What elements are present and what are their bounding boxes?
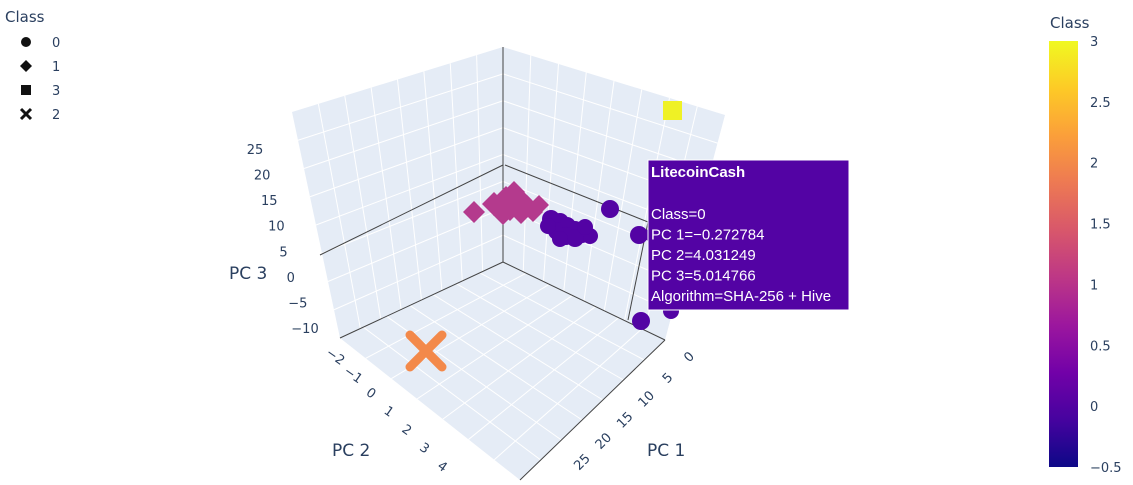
hover-tooltip: LitecoinCash Class=0 PC 1=−0.272784 PC 2=4…	[640, 159, 850, 311]
y-tick-label: −2	[323, 345, 347, 368]
legend-title: Class	[5, 8, 45, 26]
colorbar-tick-label: 0.5	[1090, 339, 1111, 354]
x-tick-label: 10	[636, 388, 658, 410]
legend-item-2[interactable]: 2	[19, 107, 60, 123]
colorbar-tick-label: 2.5	[1090, 96, 1111, 111]
hover-pointer	[640, 229, 648, 241]
y-tick-label: 1	[381, 404, 396, 421]
data-markers[interactable]	[405, 101, 682, 372]
hover-line: PC 3=5.014766	[651, 268, 756, 285]
y-axis-title: PC 2	[332, 441, 370, 461]
floor	[340, 262, 665, 480]
legend-x-icon	[19, 107, 33, 121]
legend-label: 1	[52, 60, 60, 75]
legend-item-3[interactable]: 3	[21, 84, 60, 99]
legend-label: 3	[52, 84, 60, 99]
axis-line-7	[519, 339, 666, 481]
legend-item-1[interactable]: 1	[20, 60, 60, 75]
z-tick-label: 10	[268, 220, 285, 235]
axis-line-4	[319, 164, 504, 256]
colorbar: Class 3 2.5 2 1.5 1 0.5 0 −0.5	[1049, 14, 1122, 476]
z-tick-label: 5	[279, 245, 287, 260]
z-tick-label: −5	[288, 296, 307, 311]
z-tick-label: 0	[287, 271, 295, 286]
marker-class-1[interactable]	[529, 195, 549, 215]
marker-class-1[interactable]	[493, 205, 513, 225]
axis-line-5	[504, 164, 649, 223]
marker-class-0[interactable]	[601, 200, 619, 218]
colorbar-tick-label: 1	[1090, 278, 1098, 293]
legend-circle-icon	[21, 37, 31, 47]
colorbar-tick-label: 1.5	[1090, 218, 1111, 233]
colorbar-title: Class	[1050, 14, 1090, 32]
x-tick-label: 25	[571, 451, 593, 473]
hover-line: Algorithm=SHA-256 + Hive	[651, 288, 831, 305]
marker-class-0[interactable]	[632, 312, 650, 330]
z-tick-label: 20	[254, 169, 271, 184]
z-axis-title: PC 3	[229, 264, 267, 284]
hover-line: PC 2=4.031249	[651, 247, 756, 264]
hover-box	[647, 159, 850, 311]
z-tick-label: 15	[261, 194, 278, 209]
marker-class-1[interactable]	[463, 201, 485, 223]
y-tick-label: 0	[363, 385, 378, 402]
x-tick-label: 5	[660, 370, 676, 386]
axis-line-2	[339, 261, 504, 339]
z-axis-ticks: −10 −5 05 10 15 20 25	[247, 143, 319, 337]
marker-class-0[interactable]	[577, 219, 593, 235]
x-tick-label: 20	[593, 430, 615, 452]
marker-class-0[interactable]	[566, 229, 584, 247]
legend-item-0[interactable]: 0	[21, 36, 60, 51]
colorbar-tick-label: 0	[1090, 400, 1098, 415]
legend-diamond-icon	[20, 60, 32, 72]
colorbar-gradient	[1049, 41, 1078, 467]
back-wall-left	[292, 47, 503, 338]
legend-label: 2	[52, 108, 60, 123]
colorbar-tick-label: 2	[1090, 157, 1098, 172]
marker-class-2[interactable]	[405, 330, 447, 372]
marker-class-0[interactable]	[540, 218, 556, 234]
marker-class-0[interactable]	[630, 226, 648, 244]
x-tick-label: 0	[681, 349, 697, 365]
legend: Class 0 1 3 2	[5, 8, 60, 123]
x-axis-title: PC 1	[647, 441, 685, 461]
y-tick-label: 2	[399, 422, 414, 439]
x-tick-label: 15	[614, 409, 636, 431]
legend-square-icon	[21, 85, 31, 95]
marker-class-1[interactable]	[511, 204, 531, 224]
hover-line: Class=0	[651, 206, 706, 223]
hover-title: LitecoinCash	[651, 164, 745, 181]
hover-line: PC 1=−0.272784	[651, 227, 764, 244]
y-tick-label: −1	[341, 364, 365, 387]
y-tick-label: 4	[434, 459, 449, 476]
z-tick-label: −10	[291, 322, 318, 337]
z-tick-label: 25	[247, 143, 264, 158]
legend-label: 0	[52, 36, 60, 51]
y-tick-label: 3	[416, 440, 431, 457]
marker-class-3[interactable]	[663, 101, 682, 120]
colorbar-tick-label: −0.5	[1090, 461, 1122, 476]
colorbar-tick-label: 3	[1090, 35, 1098, 50]
marker-class-0[interactable]	[552, 231, 568, 247]
